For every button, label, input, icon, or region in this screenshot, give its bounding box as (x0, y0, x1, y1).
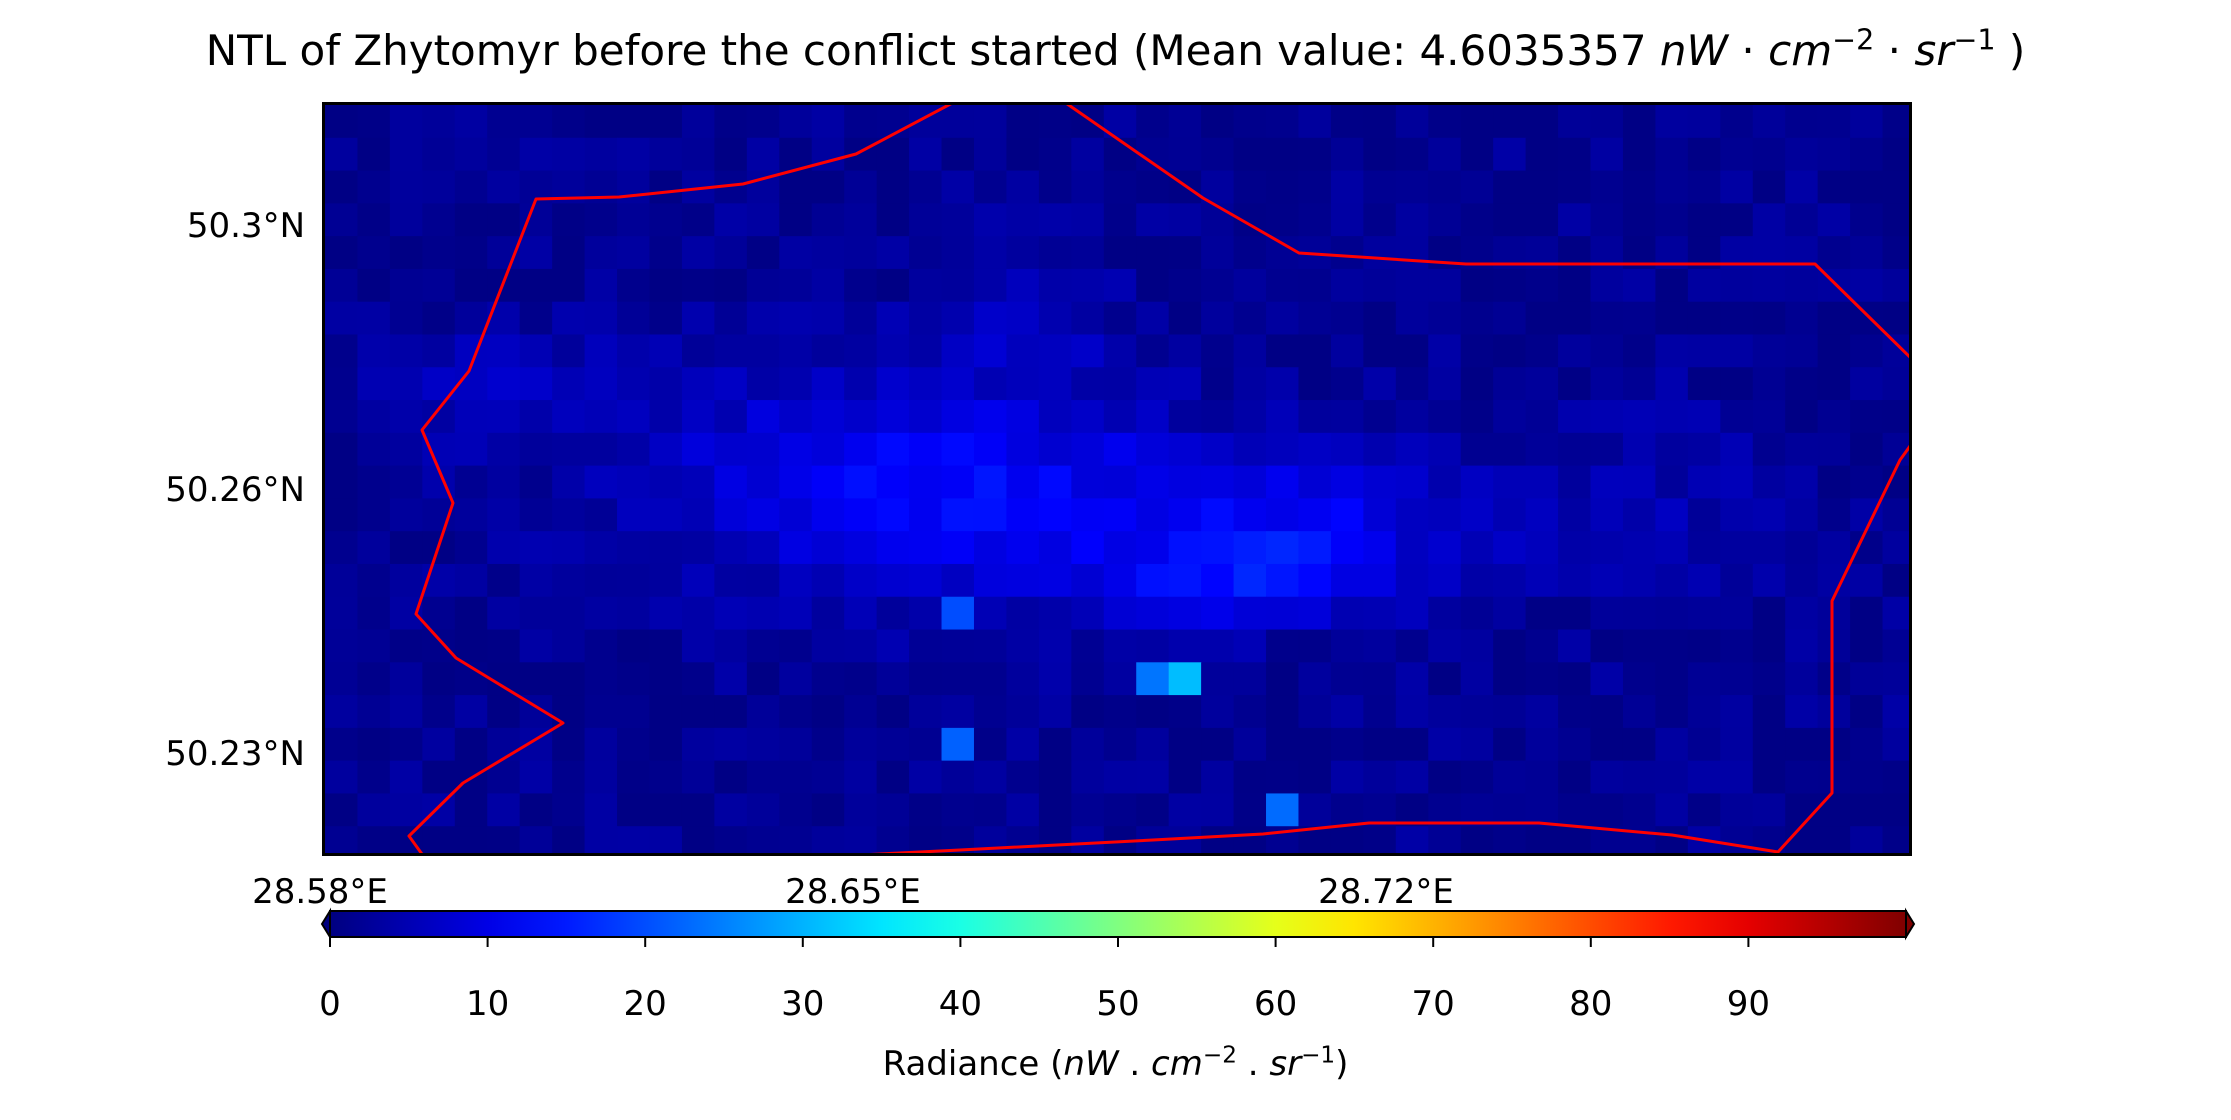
colorbar-label-sr: sr (1269, 1044, 1301, 1084)
colorbar-extend-high (1906, 911, 1914, 937)
colorbar-label-prefix: Radiance ( (883, 1044, 1064, 1084)
colorbar-tick-label: 20 (624, 984, 667, 1024)
colorbar-label-dot-2: . (1237, 1044, 1269, 1084)
colorbar-label: Radiance (nW . cm−2 . sr−1) (0, 1044, 2231, 1084)
colorbar-tick-label: 10 (466, 984, 509, 1024)
colorbar-tick-label: 40 (939, 984, 982, 1024)
colorbar-tick-label: 70 (1412, 984, 1455, 1024)
colorbar-tick-label: 50 (1096, 984, 1139, 1024)
colorbar-tick-label: 90 (1727, 984, 1770, 1024)
colorbar-label-nw: nW (1063, 1044, 1118, 1084)
colorbar-tick-label: 30 (781, 984, 824, 1024)
colorbar-extend-low (322, 911, 330, 937)
colorbar-label-sr-exponent: −1 (1301, 1042, 1335, 1068)
colorbar-label-cm: cm (1151, 1044, 1203, 1084)
colorbar (0, 0, 2231, 1000)
colorbar-tick-label: 80 (1569, 984, 1612, 1024)
colorbar-tick-marks (330, 937, 1748, 947)
colorbar-label-cm-exponent: −2 (1203, 1042, 1237, 1068)
colorbar-gradient (330, 911, 1906, 937)
colorbar-tick-label: 0 (319, 984, 341, 1024)
colorbar-label-dot-1: . (1119, 1044, 1151, 1084)
colorbar-label-suffix: ) (1335, 1044, 1348, 1084)
colorbar-tick-label: 60 (1254, 984, 1297, 1024)
